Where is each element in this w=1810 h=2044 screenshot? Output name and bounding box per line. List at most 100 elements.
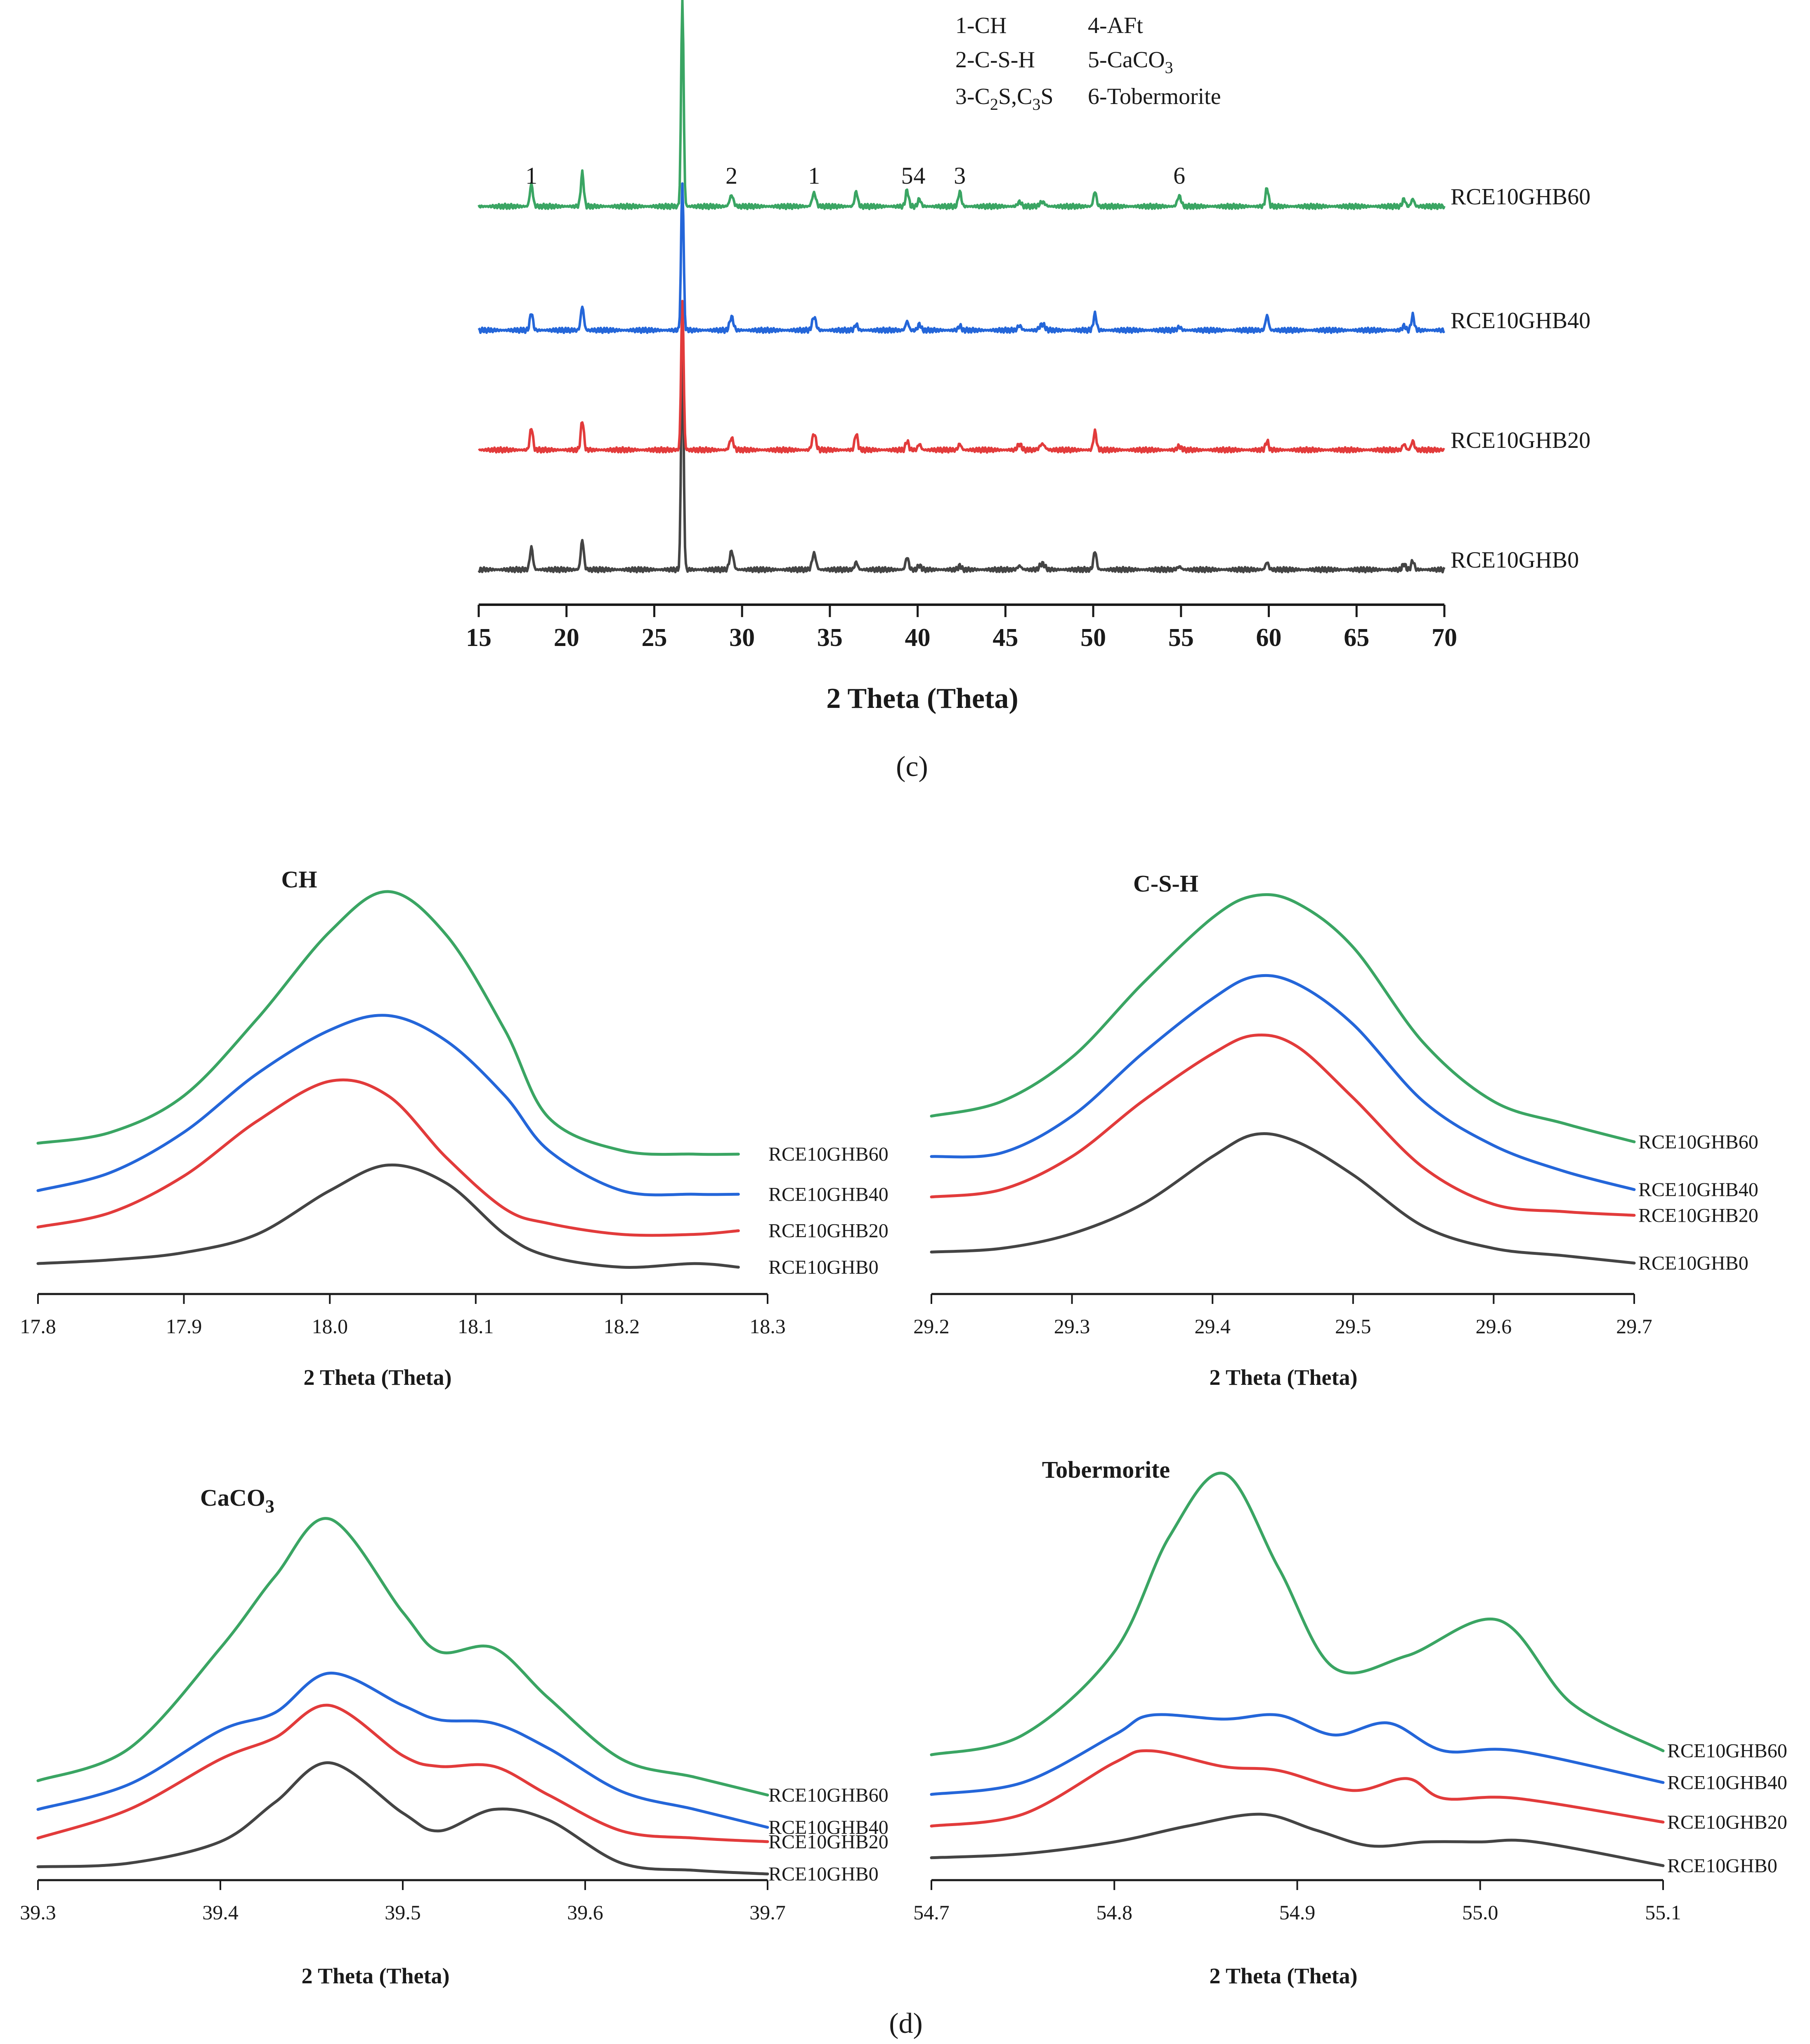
inset-tobermorite-title: Tobermorite bbox=[1042, 1456, 1170, 1483]
peak-label-3: 5 bbox=[901, 162, 913, 189]
inset-1-series-RCE10GHB40 bbox=[36, 1014, 740, 1197]
legend-item-6: 6-Tobermorite bbox=[1088, 84, 1221, 109]
inset-3-series-RCE10GHB60 bbox=[36, 1517, 769, 1797]
legend-item-1: 1-CH bbox=[955, 13, 1007, 38]
inset-4-label-RCE10GHB60: RCE10GHB60 bbox=[1667, 1740, 1787, 1762]
panel-c-x-tick-label-25: 25 bbox=[641, 624, 667, 652]
inset-3-x-tick-label-39.4: 39.4 bbox=[202, 1901, 239, 1924]
series-label-RCE10GHB40: RCE10GHB40 bbox=[1451, 308, 1590, 334]
panel-c-x-tick-label-40: 40 bbox=[905, 624, 931, 652]
inset-2-x-tick-label-29.4: 29.4 bbox=[1194, 1315, 1231, 1338]
inset-1-series-RCE10GHB60 bbox=[36, 890, 740, 1156]
inset-2-label-RCE10GHB40: RCE10GHB40 bbox=[1638, 1179, 1758, 1201]
peak-label-0: 1 bbox=[525, 162, 537, 189]
inset-caco3-x-axis-title: 2 Theta (Theta) bbox=[302, 1964, 450, 1988]
inset-4-x-tick-label-55.0: 55.0 bbox=[1462, 1901, 1498, 1924]
inset-1-x-tick-label-17.8: 17.8 bbox=[20, 1315, 56, 1338]
panel-c-x-tick-label-30: 30 bbox=[729, 624, 755, 652]
inset-4-series-RCE10GHB20 bbox=[930, 1749, 1665, 1828]
series-label-RCE10GHB0: RCE10GHB0 bbox=[1451, 547, 1579, 573]
inset-4-series-RCE10GHB40 bbox=[930, 1713, 1665, 1796]
inset-3-series-RCE10GHB20 bbox=[36, 1703, 769, 1843]
inset-ch-x-axis-title: 2 Theta (Theta) bbox=[304, 1365, 452, 1390]
inset-4-label-RCE10GHB0: RCE10GHB0 bbox=[1667, 1855, 1777, 1877]
peak-label-1: 2 bbox=[725, 162, 737, 189]
legend-item-2: 2-C-S-H bbox=[955, 47, 1035, 73]
panel-c-x-axis: 15 20 25 30 35 40 45 50 55 60 65 70 bbox=[466, 603, 1457, 652]
inset-3-series-RCE10GHB40 bbox=[36, 1671, 769, 1829]
panel-c-label: (c) bbox=[896, 751, 928, 783]
inset-1-x-tick-label-18.1: 18.1 bbox=[458, 1315, 494, 1338]
inset-2-series-RCE10GHB60 bbox=[930, 893, 1636, 1143]
inset-2-label-RCE10GHB20: RCE10GHB20 bbox=[1638, 1204, 1758, 1226]
inset-2-x-tick-label-29.6: 29.6 bbox=[1476, 1315, 1512, 1338]
panel-c-series-group bbox=[477, 0, 1446, 574]
inset-2-x-tick-label-29.7: 29.7 bbox=[1616, 1315, 1652, 1338]
inset-4-x-tick-label-54.8: 54.8 bbox=[1096, 1901, 1133, 1924]
legend-item-5: 5-CaCO3 bbox=[1088, 47, 1173, 77]
inset-4-series-RCE10GHB0 bbox=[930, 1812, 1665, 1867]
inset-1-series-RCE10GHB0 bbox=[36, 1163, 740, 1269]
inset-2-label-RCE10GHB0: RCE10GHB0 bbox=[1638, 1252, 1749, 1274]
peak-label-2: 1 bbox=[808, 162, 820, 189]
inset-tobermorite-chart: Tobermorite 2 Theta (Theta) RCE10GHB60 RC… bbox=[913, 1456, 1787, 1988]
inset-4-x-tick-label-55.1: 55.1 bbox=[1645, 1901, 1681, 1924]
inset-2-series-RCE10GHB20 bbox=[930, 1033, 1636, 1217]
inset-csh-chart: C-S-H 2 Theta (Theta) RCE10GHB60 RCE10GHB… bbox=[913, 870, 1758, 1390]
series-line-RCE10GHB20 bbox=[478, 300, 1445, 454]
peak-label-4: 4 bbox=[913, 162, 925, 189]
inset-3-x-tick-label-39.3: 39.3 bbox=[20, 1901, 56, 1924]
inset-4-label-RCE10GHB20: RCE10GHB20 bbox=[1667, 1811, 1787, 1833]
panel-c-x-tick-label-45: 45 bbox=[992, 624, 1018, 652]
series-label-RCE10GHB60: RCE10GHB60 bbox=[1451, 184, 1590, 210]
panel-c-x-tick-label-55: 55 bbox=[1168, 624, 1194, 652]
series-line-RCE10GHB60 bbox=[477, 0, 1446, 211]
inset-4-x-tick-label-54.7: 54.7 bbox=[913, 1901, 950, 1924]
inset-3-x-tick-label-39.6: 39.6 bbox=[567, 1901, 603, 1924]
peak-label-6: 6 bbox=[1173, 162, 1185, 189]
inset-csh-title: C-S-H bbox=[1133, 870, 1198, 897]
panel-c-x-tick-label-70: 70 bbox=[1432, 624, 1457, 652]
inset-csh-x-axis-title: 2 Theta (Theta) bbox=[1210, 1365, 1358, 1390]
inset-4-series-RCE10GHB60 bbox=[930, 1471, 1665, 1756]
inset-tobermorite-x-axis-title: 2 Theta (Theta) bbox=[1210, 1964, 1358, 1988]
inset-1-x-tick-label-17.9: 17.9 bbox=[166, 1315, 202, 1338]
panel-c-x-tick-label-60: 60 bbox=[1256, 624, 1282, 652]
panel-c-series-labels: RCE10GHB0 RCE10GHB20 RCE10GHB40 RCE10GHB60 bbox=[1451, 184, 1590, 573]
series-line-RCE10GHB0 bbox=[477, 337, 1446, 574]
inset-2-x-tick-label-29.5: 29.5 bbox=[1335, 1315, 1371, 1338]
inset-1-x-tick-label-18.2: 18.2 bbox=[604, 1315, 640, 1338]
peak-label-5: 3 bbox=[954, 162, 966, 189]
inset-3-label-RCE10GHB60: RCE10GHB60 bbox=[768, 1784, 888, 1806]
inset-3-label-RCE10GHB0: RCE10GHB0 bbox=[768, 1863, 879, 1885]
legend-item-3: 3-C2S,C3S bbox=[955, 84, 1054, 114]
inset-2-label-RCE10GHB60: RCE10GHB60 bbox=[1638, 1131, 1758, 1153]
panel-c-x-tick-label-35: 35 bbox=[817, 624, 843, 652]
panel-c-x-tick-label-65: 65 bbox=[1344, 624, 1369, 652]
panel-c-x-axis-title: 2 Theta (Theta) bbox=[826, 683, 1018, 714]
inset-2-x-tick-label-29.2: 29.2 bbox=[913, 1315, 950, 1338]
panel-c-legend: 1-CH 2-C-S-H 3-C2S,C3S 4-AFt 5-CaCO3 6-T… bbox=[955, 13, 1221, 114]
panel-c-x-tick-label-15: 15 bbox=[466, 624, 491, 652]
inset-1-x-tick-label-18.3: 18.3 bbox=[749, 1315, 786, 1338]
series-line-RCE10GHB40 bbox=[477, 182, 1446, 334]
inset-ch-title: CH bbox=[281, 866, 317, 893]
legend-item-4: 4-AFt bbox=[1088, 13, 1143, 38]
inset-caco3-chart: CaCO3 2 Theta (Theta) RCE10GHB60 RCE10GHB… bbox=[20, 1484, 888, 1988]
inset-3-series-RCE10GHB0 bbox=[36, 1761, 769, 1876]
inset-3-label-RCE10GHB20: RCE10GHB20 bbox=[768, 1831, 888, 1853]
panel-c-x-tick-label-20: 20 bbox=[554, 624, 579, 652]
inset-1-label-RCE10GHB20: RCE10GHB20 bbox=[768, 1220, 888, 1242]
inset-4-x-tick-label-54.9: 54.9 bbox=[1279, 1901, 1316, 1924]
inset-3-x-tick-label-39.5: 39.5 bbox=[385, 1901, 421, 1924]
inset-1-label-RCE10GHB60: RCE10GHB60 bbox=[768, 1143, 888, 1165]
inset-4-label-RCE10GHB40: RCE10GHB40 bbox=[1667, 1772, 1787, 1793]
panel-d-label: (d) bbox=[889, 2008, 923, 2039]
inset-2-x-tick-label-29.3: 29.3 bbox=[1054, 1315, 1090, 1338]
inset-1-label-RCE10GHB0: RCE10GHB0 bbox=[768, 1256, 879, 1278]
panel-c-x-tick-label-50: 50 bbox=[1080, 624, 1106, 652]
inset-1-series-RCE10GHB20 bbox=[36, 1078, 740, 1237]
inset-1-x-tick-label-18.0: 18.0 bbox=[312, 1315, 348, 1338]
inset-3-label-RCE10GHB40: RCE10GHB40 bbox=[768, 1817, 888, 1838]
